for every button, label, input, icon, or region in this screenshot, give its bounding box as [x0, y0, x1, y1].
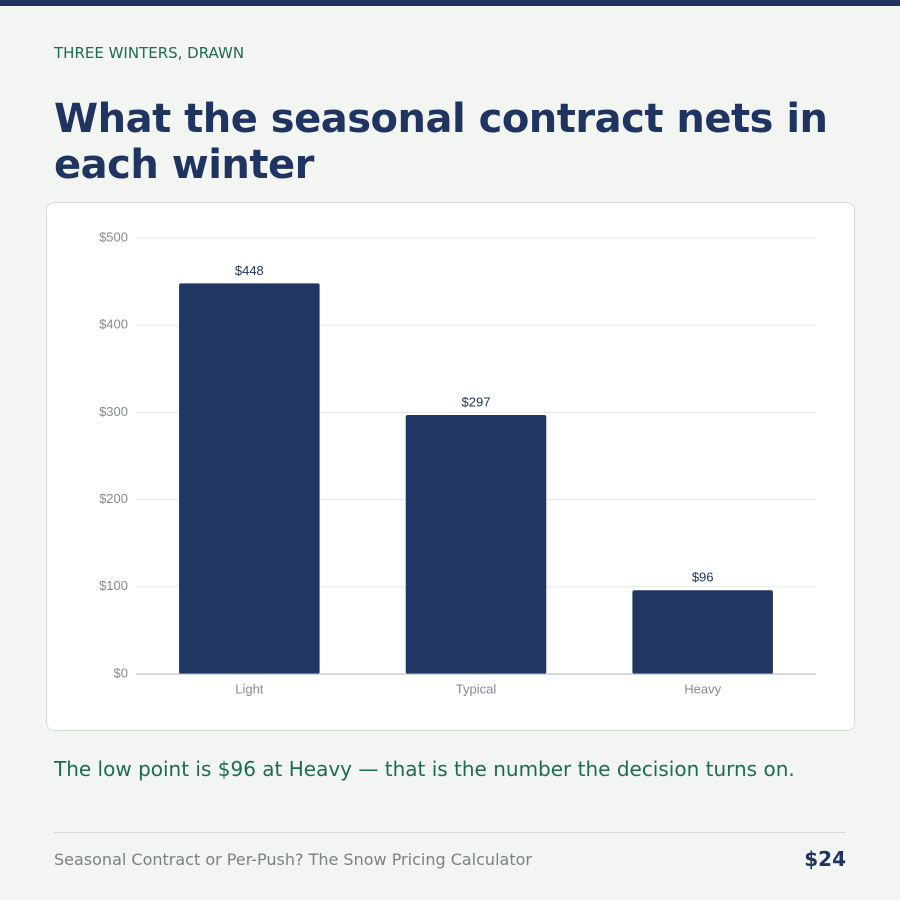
value-label: $96 — [692, 570, 714, 585]
bar — [632, 590, 773, 674]
price: $24 — [804, 847, 846, 871]
top-bar — [0, 0, 900, 6]
divider — [54, 832, 846, 833]
chart-card: $0 $100 $200 $300 $400 $500 Light $448 Typical $2… — [46, 202, 855, 731]
x-tick-label: Typical — [456, 681, 497, 696]
x-tick-label: Light — [235, 681, 264, 696]
y-tick-label: $0 — [114, 665, 128, 680]
chart-title: What the seasonal contract nets in each … — [54, 96, 828, 188]
bar — [179, 283, 320, 674]
caption: The low point is $96 at Heavy — that is … — [54, 757, 795, 781]
y-tick-label: $100 — [99, 578, 128, 593]
bar — [405, 415, 547, 674]
y-tick-label: $400 — [99, 317, 128, 332]
y-tick-label: $500 — [99, 229, 128, 244]
value-label: $448 — [235, 263, 264, 278]
y-tick-label: $300 — [99, 404, 128, 419]
footer-text: Seasonal Contract or Per-Push? The Snow … — [54, 850, 532, 869]
value-label: $297 — [462, 394, 491, 409]
chart: $0 $100 $200 $300 $400 $500 Light $448 Typical $2… — [99, 229, 816, 696]
y-tick-label: $200 — [99, 491, 128, 506]
x-tick-label: Heavy — [684, 681, 721, 696]
eyebrow: THREE WINTERS, DRAWN — [54, 44, 245, 62]
